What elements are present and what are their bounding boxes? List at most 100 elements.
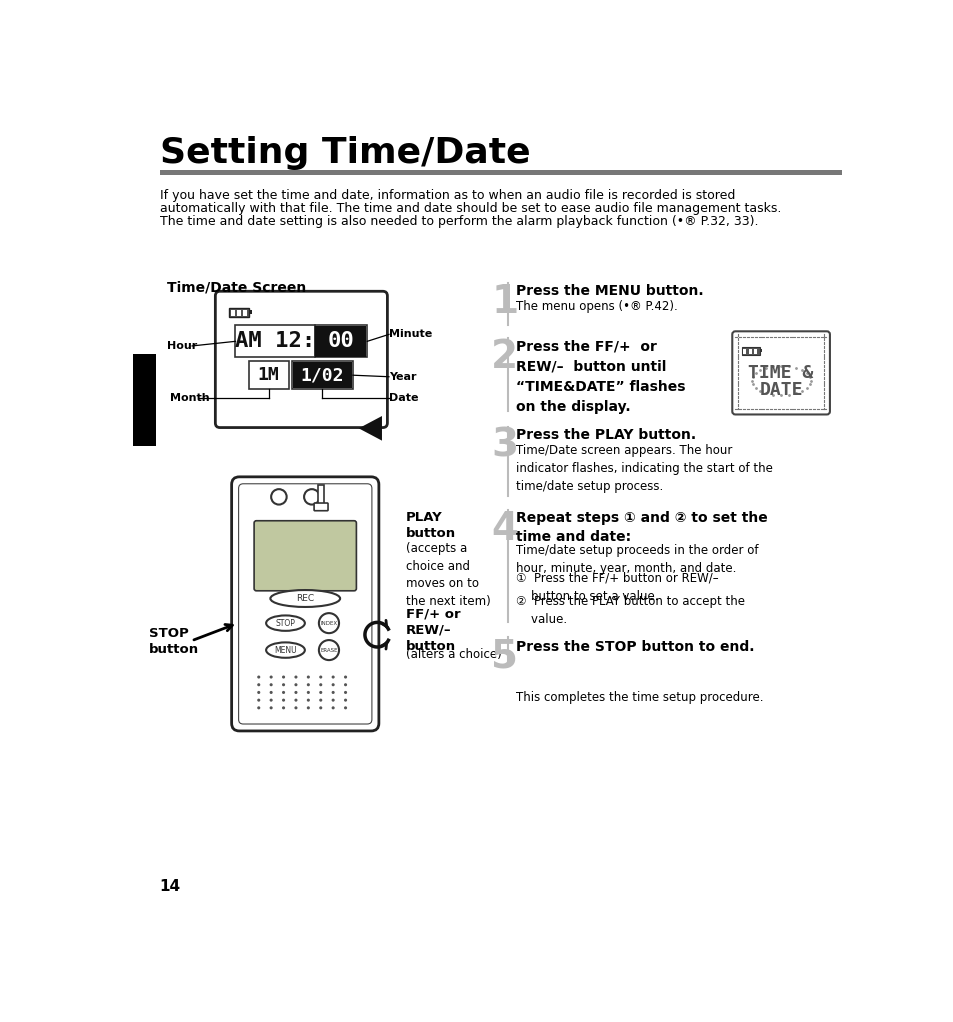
Circle shape: [332, 683, 335, 687]
Text: Month: Month: [170, 393, 209, 404]
Circle shape: [294, 706, 297, 709]
Polygon shape: [358, 416, 381, 440]
Circle shape: [318, 613, 338, 634]
Circle shape: [319, 706, 322, 709]
Bar: [742, 350, 745, 354]
Circle shape: [344, 683, 347, 687]
Circle shape: [318, 640, 338, 660]
Text: 1/02: 1/02: [300, 366, 344, 384]
Text: Press the STOP button to end.: Press the STOP button to end.: [516, 640, 754, 654]
Text: STOP: STOP: [275, 618, 295, 628]
Text: PLAY
button: PLAY button: [406, 511, 456, 541]
FancyBboxPatch shape: [229, 309, 249, 318]
Circle shape: [319, 699, 322, 702]
Circle shape: [307, 683, 310, 687]
Circle shape: [257, 676, 260, 679]
Circle shape: [344, 699, 347, 702]
Text: 1: 1: [491, 283, 517, 321]
Ellipse shape: [266, 643, 305, 658]
Text: INDEX: INDEX: [320, 620, 337, 625]
Text: Repeat steps ① and ② to set the
time and date:: Repeat steps ① and ② to set the time and…: [516, 511, 767, 544]
Text: Date: Date: [389, 393, 418, 404]
Circle shape: [257, 706, 260, 709]
Circle shape: [294, 699, 297, 702]
Circle shape: [304, 490, 319, 505]
Circle shape: [294, 683, 297, 687]
Text: MENU: MENU: [274, 646, 296, 654]
Text: Press the PLAY button.: Press the PLAY button.: [516, 428, 696, 443]
Text: ERASE: ERASE: [320, 648, 337, 653]
Text: ①  Press the FF/+ button or REW/–
    button to set a value.: ① Press the FF/+ button or REW/– button …: [516, 571, 718, 603]
FancyBboxPatch shape: [732, 331, 829, 415]
Text: TIME &: TIME &: [748, 364, 813, 382]
Text: Hour: Hour: [167, 341, 197, 351]
Circle shape: [282, 706, 285, 709]
Circle shape: [307, 706, 310, 709]
Bar: [314, 325, 367, 358]
Text: (accepts a
choice and
moves on to
the next item): (accepts a choice and moves on to the ne…: [406, 543, 490, 608]
Circle shape: [270, 699, 273, 702]
Circle shape: [270, 676, 273, 679]
Text: Setting Time/Date: Setting Time/Date: [159, 137, 530, 171]
Text: 2: 2: [491, 338, 517, 376]
Circle shape: [294, 676, 297, 679]
Bar: [292, 362, 353, 389]
Circle shape: [319, 691, 322, 694]
Text: FF/+ or
REW/–
button: FF/+ or REW/– button: [406, 608, 460, 653]
FancyBboxPatch shape: [232, 477, 378, 731]
Text: DATE: DATE: [759, 381, 802, 399]
Text: 00: 00: [327, 331, 354, 352]
Text: STOP
button: STOP button: [149, 626, 198, 656]
Bar: [293, 362, 352, 388]
Bar: [231, 310, 234, 316]
Bar: [249, 362, 289, 389]
Text: If you have set the time and date, information as to when an audio file is recor: If you have set the time and date, infor…: [159, 189, 734, 202]
Text: 5: 5: [491, 637, 517, 675]
Circle shape: [271, 490, 286, 505]
Circle shape: [270, 706, 273, 709]
Circle shape: [257, 699, 260, 702]
Circle shape: [307, 691, 310, 694]
FancyBboxPatch shape: [314, 503, 328, 511]
Text: Press the FF/+  or
REW/–  button until
“TIME&DATE” flashes
on the display.: Press the FF/+ or REW/– button until “TI…: [516, 339, 685, 414]
Bar: [753, 350, 757, 354]
FancyBboxPatch shape: [740, 347, 760, 356]
Bar: [317, 484, 324, 508]
Text: Press the MENU button.: Press the MENU button.: [516, 284, 703, 298]
Text: The time and date setting is also needed to perform the alarm playback function : The time and date setting is also needed…: [159, 215, 758, 228]
Bar: [243, 310, 247, 316]
Text: This completes the time setup procedure.: This completes the time setup procedure.: [516, 691, 762, 704]
Text: AM 12:: AM 12:: [234, 331, 314, 352]
Ellipse shape: [270, 590, 340, 607]
FancyBboxPatch shape: [215, 291, 387, 427]
Circle shape: [282, 683, 285, 687]
Text: ②  Press the PLAY button to accept the
    value.: ② Press the PLAY button to accept the va…: [516, 595, 744, 625]
Text: Time/Date Screen: Time/Date Screen: [167, 280, 306, 294]
Text: 14: 14: [159, 879, 180, 894]
Text: 1M: 1M: [257, 366, 279, 384]
Circle shape: [344, 676, 347, 679]
Circle shape: [307, 699, 310, 702]
Bar: [748, 350, 751, 354]
Bar: [236, 310, 241, 316]
Bar: [249, 310, 252, 315]
Circle shape: [257, 683, 260, 687]
Circle shape: [344, 691, 347, 694]
Circle shape: [282, 691, 285, 694]
Text: automatically with that file. The time and date should be set to ease audio file: automatically with that file. The time a…: [159, 202, 781, 215]
Circle shape: [319, 683, 322, 687]
Circle shape: [257, 691, 260, 694]
Circle shape: [282, 676, 285, 679]
Circle shape: [307, 676, 310, 679]
Text: (alters a choice): (alters a choice): [406, 648, 501, 661]
Text: REC: REC: [295, 594, 314, 603]
Circle shape: [270, 691, 273, 694]
Circle shape: [332, 706, 335, 709]
Text: 4: 4: [491, 510, 517, 548]
Circle shape: [319, 676, 322, 679]
Circle shape: [344, 706, 347, 709]
Ellipse shape: [266, 615, 305, 631]
Bar: [245, 489, 365, 508]
Bar: [133, 354, 156, 446]
Circle shape: [332, 691, 335, 694]
